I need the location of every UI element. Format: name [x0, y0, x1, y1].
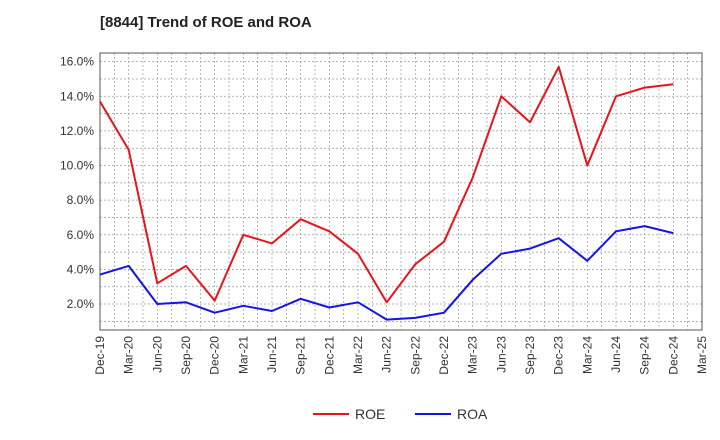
x-tick-label: Jun-20 — [150, 336, 164, 373]
chart-title: [8844] Trend of ROE and ROA — [100, 14, 312, 31]
x-tick-label: Jun-21 — [265, 336, 279, 373]
x-tick-label: Dec-22 — [437, 336, 451, 375]
x-tick-label: Mar-20 — [122, 336, 136, 374]
x-tick-label: Dec-23 — [552, 336, 566, 375]
legend-label-roe: ROE — [355, 406, 385, 422]
x-tick-label: Mar-23 — [466, 336, 480, 374]
x-tick-label: Mar-24 — [580, 336, 594, 374]
y-tick-label: 10.0% — [60, 159, 94, 173]
y-tick-label: 16.0% — [60, 55, 94, 69]
y-tick-label: 4.0% — [67, 262, 95, 276]
x-tick-label: Mar-22 — [351, 336, 365, 374]
x-tick-label: Dec-21 — [322, 336, 336, 375]
x-tick-label: Sep-22 — [408, 336, 422, 375]
x-tick-label: Sep-21 — [294, 336, 308, 375]
x-tick-label: Dec-19 — [93, 336, 107, 375]
x-tick-label: Jun-24 — [609, 336, 623, 373]
y-tick-label: 2.0% — [67, 297, 95, 311]
series-line-roa — [99, 225, 674, 321]
x-tick-label: Jun-23 — [494, 336, 508, 373]
x-tick-label: Sep-24 — [638, 336, 652, 375]
x-tick-label: Sep-20 — [179, 336, 193, 375]
plot-frame — [99, 52, 703, 331]
x-tick-label: Mar-25 — [695, 336, 709, 374]
x-tick-label: Sep-23 — [523, 336, 537, 375]
x-tick-label: Mar-21 — [236, 336, 250, 374]
y-tick-label: 6.0% — [67, 228, 95, 242]
y-tick-label: 12.0% — [60, 124, 94, 138]
x-tick-label: Jun-22 — [380, 336, 394, 373]
x-tick-label: Dec-20 — [208, 336, 222, 375]
x-tick-label: Dec-24 — [666, 336, 680, 375]
y-tick-label: 8.0% — [67, 193, 95, 207]
legend-label-roa: ROA — [457, 406, 488, 422]
series-line-roe — [99, 65, 674, 304]
y-tick-label: 14.0% — [60, 89, 94, 103]
